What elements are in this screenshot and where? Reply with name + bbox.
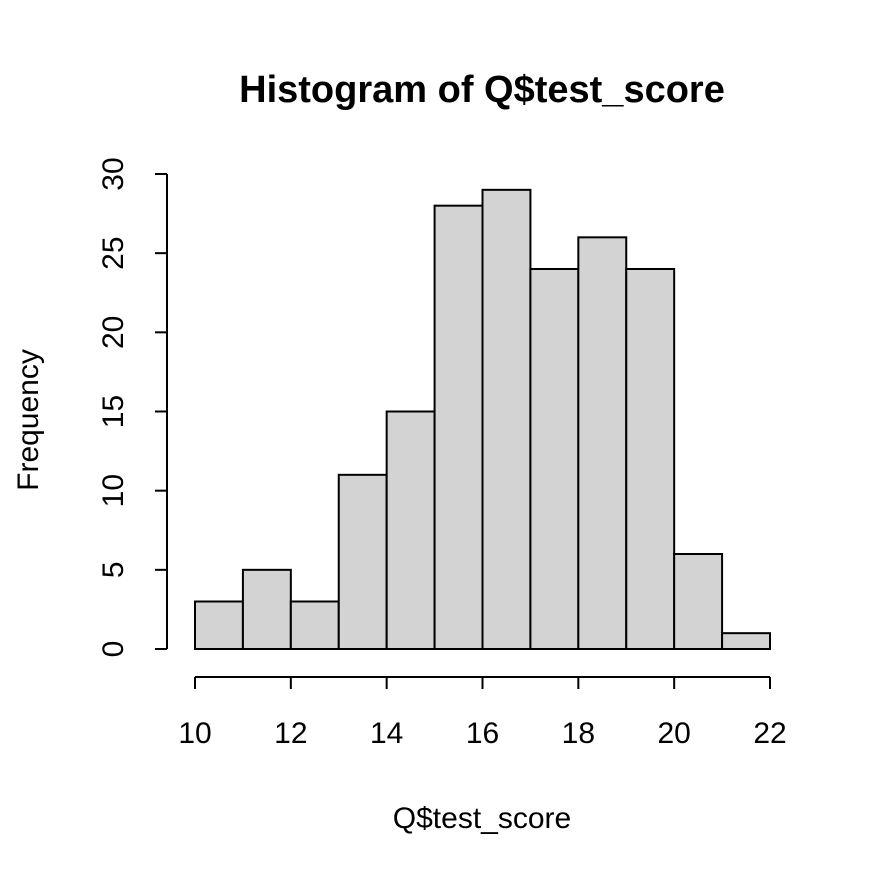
- x-tick-label: 12: [274, 717, 307, 750]
- histogram-bar-21-22: [721, 632, 771, 651]
- y-tick-label: 0: [97, 641, 130, 658]
- chart-title: Histogram of Q$test_score: [239, 69, 725, 111]
- histogram-bar-11-12: [241, 568, 292, 650]
- y-tick-label: 20: [97, 316, 130, 349]
- x-tick-label: 14: [370, 717, 403, 750]
- y-tick-label: 25: [97, 236, 130, 269]
- y-tick-label: 30: [97, 157, 130, 190]
- histogram-bar-14-15: [385, 410, 436, 650]
- histogram-bar-20-21: [673, 553, 724, 650]
- y-tick-label: 5: [97, 561, 130, 578]
- histogram-bar-18-19: [577, 236, 628, 650]
- x-axis: 10 12 14 16 18 20 22: [178, 676, 787, 750]
- y-tick-label: 15: [97, 395, 130, 428]
- y-tick-label: 10: [97, 474, 130, 507]
- histogram-bar-17-18: [529, 268, 580, 650]
- histogram-bar-19-20: [625, 268, 676, 650]
- histogram-bar-10-11: [194, 600, 244, 650]
- histogram-bar-12-13: [289, 600, 340, 650]
- x-tick-label: 16: [466, 717, 499, 750]
- y-axis: 0 5 10 15 20 25 30: [97, 157, 168, 658]
- x-tick-label: 20: [657, 717, 690, 750]
- x-axis-title: Q$test_score: [393, 802, 571, 835]
- bars: [194, 188, 771, 651]
- x-tick-label: 18: [562, 717, 595, 750]
- histogram-bar-15-16: [433, 204, 484, 651]
- y-axis-title: Frequency: [12, 349, 45, 491]
- histogram-bar-13-14: [337, 473, 388, 651]
- histogram-bar-16-17: [481, 188, 532, 650]
- x-tick-label: 10: [178, 717, 211, 750]
- x-tick-label: 22: [753, 717, 786, 750]
